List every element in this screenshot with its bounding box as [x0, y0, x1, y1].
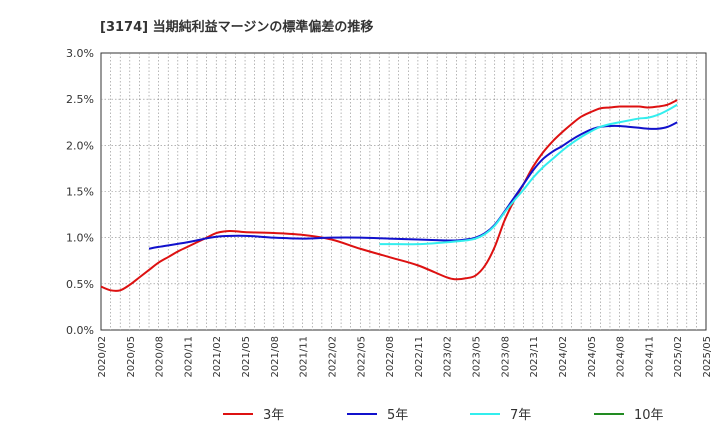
series-line-7年 — [379, 103, 678, 246]
y-tick-label: 1.0% — [66, 232, 94, 245]
x-tick-label: 2021/05 — [241, 336, 252, 378]
x-tick-label: 2024/08 — [616, 336, 627, 378]
x-axis: 2020/02 2020/05 2020/08 2020/11 2021/02 2021/… — [97, 336, 713, 378]
y-tick-label: 0.5% — [66, 278, 94, 291]
y-tick-label: 3.0% — [66, 47, 94, 60]
x-tick-label: 2025/05 — [702, 336, 713, 378]
y-axis: 0.0% 0.5% 1.0% 1.5% 2.0% 2.5% 3.0% — [66, 47, 94, 337]
x-tick-label: 2025/02 — [673, 336, 684, 378]
x-tick-label: 2020/02 — [97, 336, 108, 378]
x-tick-label: 2020/08 — [155, 336, 166, 378]
x-tick-label: 2021/08 — [270, 336, 281, 378]
x-tick-label: 2022/02 — [327, 336, 338, 378]
y-tick-label: 2.0% — [66, 139, 94, 152]
x-tick-label: 2020/11 — [183, 336, 194, 378]
y-tick-label: 1.5% — [66, 186, 94, 199]
x-tick-label: 2022/08 — [385, 336, 396, 378]
x-tick-label: 2023/05 — [472, 336, 483, 378]
legend-label: 10年 — [634, 408, 664, 423]
y-tick-label: 2.5% — [66, 93, 94, 106]
series-layer — [100, 99, 678, 292]
x-tick-label: 2023/11 — [529, 336, 540, 378]
legend-label: 3年 — [263, 408, 284, 423]
y-tick-label: 0.0% — [66, 324, 94, 337]
legend: 3年 5年 7年 10年 — [223, 408, 664, 423]
chart-title: [3174] 当期純利益マージンの標準偏差の推移 — [100, 19, 373, 35]
grid — [101, 53, 706, 330]
series-line-5年 — [148, 121, 678, 250]
x-tick-label: 2020/05 — [126, 336, 137, 378]
x-tick-label: 2021/02 — [212, 336, 223, 378]
legend-label: 7年 — [510, 408, 531, 423]
x-tick-label: 2024/05 — [587, 336, 598, 378]
x-tick-label: 2024/02 — [558, 336, 569, 378]
series-line-3年 — [100, 99, 678, 292]
x-tick-label: 2024/11 — [644, 336, 655, 378]
legend-label: 5年 — [387, 408, 408, 423]
x-tick-label: 2021/11 — [299, 336, 310, 378]
x-tick-label: 2022/05 — [356, 336, 367, 378]
x-tick-label: 2023/08 — [500, 336, 511, 378]
x-tick-label: 2022/11 — [414, 336, 425, 378]
x-tick-label: 2023/02 — [443, 336, 454, 378]
